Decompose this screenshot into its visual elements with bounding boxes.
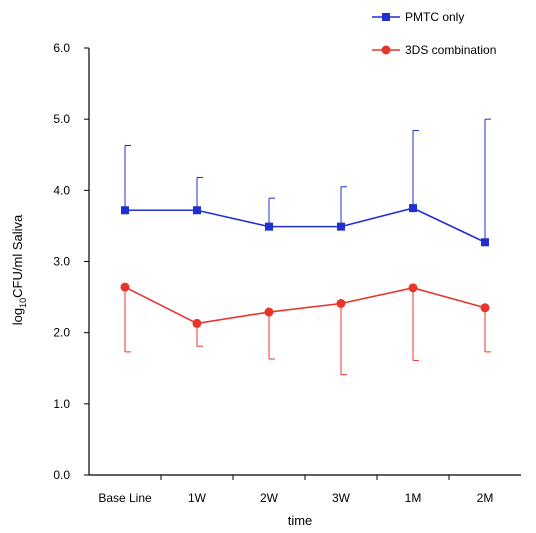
legend-label: PMTC only bbox=[405, 10, 464, 24]
x-tick-label: 2M bbox=[477, 491, 494, 505]
data-point bbox=[193, 206, 201, 215]
y-tick-label: 4.0 bbox=[53, 183, 70, 197]
series-1 bbox=[120, 282, 491, 376]
data-point bbox=[120, 282, 130, 292]
y-axis-title-log: log bbox=[10, 308, 25, 325]
y-tick-label: 2.0 bbox=[53, 326, 70, 340]
y-axis-title-subscript: 10 bbox=[18, 298, 28, 308]
legend-label: 3DS combination bbox=[405, 43, 496, 57]
series-line bbox=[124, 286, 486, 325]
x-tick-label: 2W bbox=[260, 491, 279, 505]
data-point bbox=[480, 303, 490, 313]
x-axis-title: time bbox=[288, 513, 313, 528]
y-tick-label: 1.0 bbox=[53, 397, 70, 411]
x-tick-label: 1M bbox=[405, 491, 422, 505]
data-point bbox=[265, 222, 273, 231]
y-tick-label: 6.0 bbox=[53, 41, 70, 55]
data-point bbox=[192, 318, 202, 328]
legend-marker bbox=[382, 13, 390, 21]
y-tick-label: 0.0 bbox=[53, 468, 70, 482]
x-tick-label: 1W bbox=[188, 491, 207, 505]
legend-item-1: 3DS combination bbox=[372, 43, 496, 57]
x-tick-label: Base Line bbox=[98, 491, 152, 505]
y-axis-title-unit: CFU/ml Saliva bbox=[10, 214, 25, 298]
y-tick-label: 3.0 bbox=[53, 255, 70, 269]
data-point bbox=[337, 222, 345, 231]
axes: 0.0 1.0 2.0 3.0 4.0 5.0 6.0 Base Line 1W 2W 3W 1M 2M bbox=[53, 41, 521, 505]
data-point bbox=[336, 298, 346, 308]
y-tick-label: 5.0 bbox=[53, 112, 70, 126]
data-point bbox=[408, 283, 418, 293]
series-0 bbox=[121, 118, 491, 247]
x-tick-label: 3W bbox=[332, 491, 351, 505]
legend-item-0: PMTC only bbox=[372, 10, 464, 24]
legend-marker bbox=[381, 45, 391, 55]
series-line bbox=[125, 207, 486, 244]
data-point bbox=[264, 307, 274, 317]
y-axis-title: log10CFU/ml Saliva bbox=[10, 214, 28, 325]
data-point bbox=[121, 206, 129, 215]
series-layer bbox=[120, 118, 491, 376]
data-point bbox=[481, 238, 489, 247]
data-point bbox=[409, 204, 417, 213]
legend: PMTC only 3DS combination bbox=[372, 10, 496, 57]
